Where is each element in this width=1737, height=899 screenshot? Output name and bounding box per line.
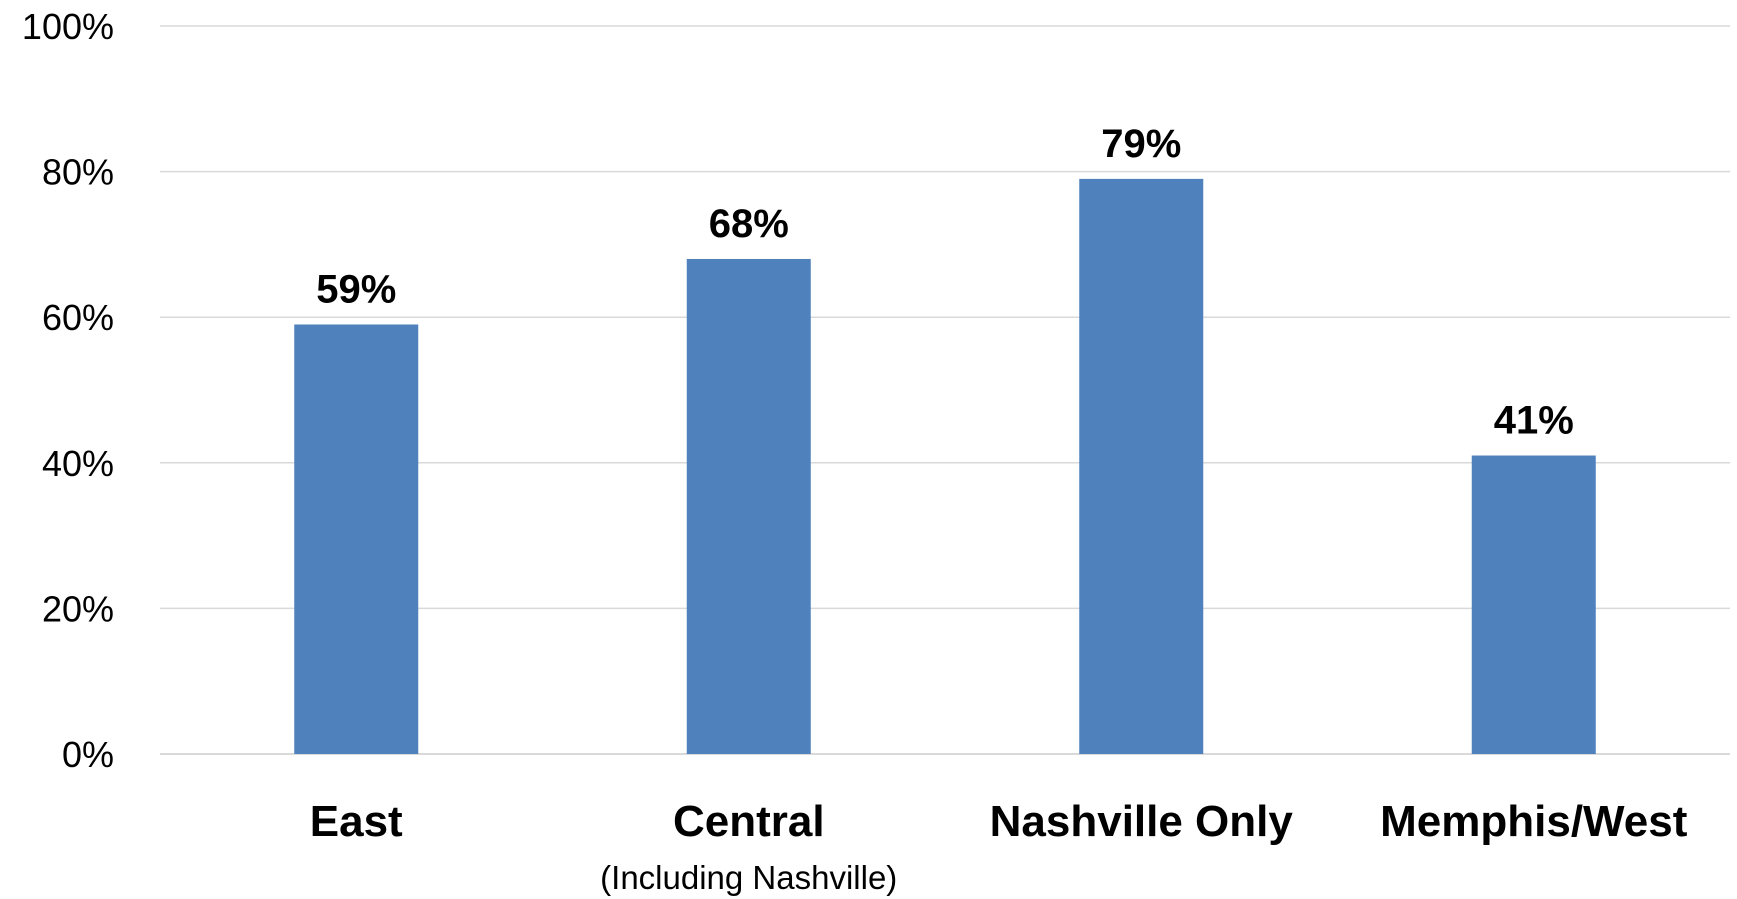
data-label: 79% (1101, 122, 1181, 166)
bar (1471, 455, 1596, 754)
bars (294, 178, 1596, 754)
y-tick-label: 100% (22, 6, 114, 47)
bar (686, 258, 811, 754)
y-axis-tick-labels: 0% 20% 40% 60% 80% 100% (22, 6, 114, 775)
data-label: 68% (709, 202, 789, 246)
x-category-label: East (310, 797, 403, 846)
x-category-label: Nashville Only (990, 797, 1294, 846)
data-label: 59% (316, 267, 396, 311)
x-category-sublabel: (Including Nashville) (600, 859, 897, 896)
data-labels: 59% 68% 79% 41% (316, 122, 1574, 443)
bar (1079, 178, 1204, 754)
data-label: 41% (1494, 399, 1574, 443)
x-category-label: Central (673, 797, 825, 846)
y-tick-label: 20% (42, 588, 114, 629)
bar (294, 324, 419, 754)
y-tick-label: 40% (42, 443, 114, 484)
gridlines (160, 25, 1730, 755)
y-tick-label: 0% (62, 734, 114, 775)
x-category-label: Memphis/West (1380, 797, 1688, 846)
y-tick-label: 60% (42, 297, 114, 338)
x-axis-category-labels: East Central (Including Nashville) Nashvill… (310, 797, 1688, 896)
y-tick-label: 80% (42, 152, 114, 193)
